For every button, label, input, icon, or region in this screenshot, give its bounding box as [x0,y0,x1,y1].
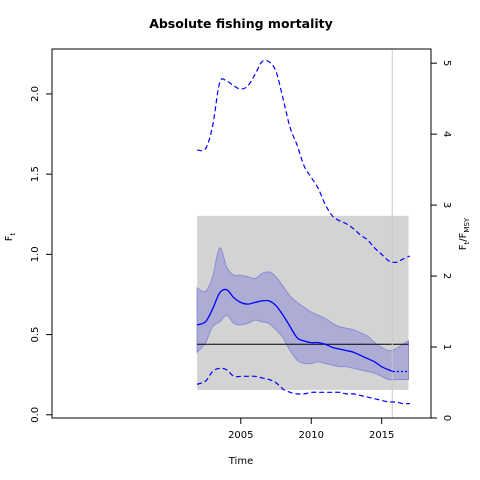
x-tick-label: 2015 [369,430,394,441]
x-axis: 2005 2010 2015 [228,418,394,441]
y-left-tick-label: 0.0 [30,407,41,423]
upper-dashed-line [196,59,411,264]
plot-frame [51,48,432,419]
x-tick-label: 2010 [299,430,324,441]
y-right-sub: t [463,241,471,244]
y-left-tick-label: 0.5 [30,327,41,343]
x-tick-label: 2005 [228,430,253,441]
y-left-tick-label: 1.0 [30,246,41,262]
y-right-tick-label: 4 [441,131,452,137]
y-left-main: F [4,235,15,241]
y-axis-right: 0 1 2 3 4 5 [431,60,452,421]
y-right-tick-label: 5 [441,60,452,66]
y-right-main: F [458,244,469,250]
y-axis-left-label: Ft [4,232,17,241]
y-right-den-sub: MSY [463,217,471,232]
ci-band [196,247,409,381]
x-axis-label: Time [228,456,253,467]
y-right-den: /F [458,232,469,241]
y-left-tick-label: 1.5 [30,166,41,182]
y-axis-right-label: Ft/FMSY [458,217,471,250]
y-axis-left: 0.0 0.5 1.0 1.5 2.0 [30,86,52,423]
y-right-tick-label: 0 [441,415,452,421]
y-left-sub: t [9,232,17,235]
lower-dashed-line [196,367,410,405]
estimate-line [196,288,394,373]
y-right-tick-label: 3 [441,202,452,208]
y-right-tick-label: 1 [441,344,452,350]
y-left-tick-label: 2.0 [30,86,41,102]
chart-title: Absolute fishing mortality [149,16,333,31]
y-right-tick-label: 2 [441,273,452,279]
